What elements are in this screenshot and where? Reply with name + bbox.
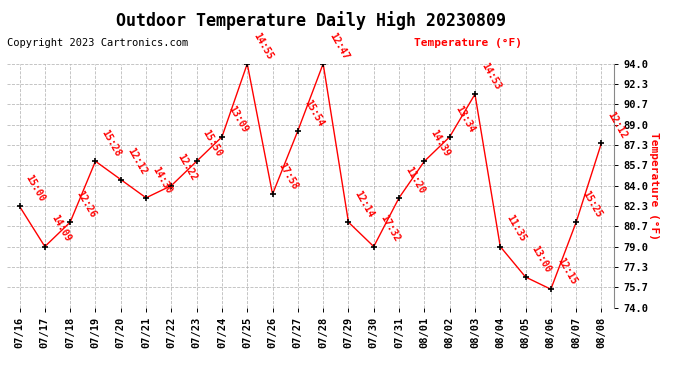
Text: 13:00: 13:00 bbox=[530, 244, 553, 274]
Text: 12:12: 12:12 bbox=[125, 146, 148, 177]
Text: 13:34: 13:34 bbox=[454, 104, 477, 134]
Text: 17:58: 17:58 bbox=[277, 161, 300, 191]
Text: 12:14: 12:14 bbox=[353, 189, 376, 219]
Text: 11:20: 11:20 bbox=[403, 165, 426, 195]
Text: 15:00: 15:00 bbox=[23, 173, 47, 204]
Text: 15:54: 15:54 bbox=[302, 98, 326, 128]
Text: 14:55: 14:55 bbox=[251, 30, 275, 61]
Text: Temperature (°F): Temperature (°F) bbox=[414, 38, 522, 48]
Text: Outdoor Temperature Daily High 20230809: Outdoor Temperature Daily High 20230809 bbox=[115, 11, 506, 30]
Text: 17:32: 17:32 bbox=[378, 213, 402, 244]
Text: 13:09: 13:09 bbox=[226, 104, 250, 134]
Text: 11:35: 11:35 bbox=[504, 213, 528, 244]
Text: Copyright 2023 Cartronics.com: Copyright 2023 Cartronics.com bbox=[7, 38, 188, 48]
Text: 14:53: 14:53 bbox=[479, 61, 502, 92]
Text: 12:12: 12:12 bbox=[606, 110, 629, 140]
Text: 14:09: 14:09 bbox=[49, 213, 72, 244]
Text: 12:26: 12:26 bbox=[75, 189, 98, 219]
Text: 14:39: 14:39 bbox=[428, 128, 452, 159]
Text: 15:28: 15:28 bbox=[99, 128, 123, 159]
Text: 12:47: 12:47 bbox=[327, 30, 351, 61]
Text: 12:15: 12:15 bbox=[555, 256, 578, 286]
Y-axis label: Temperature (°F): Temperature (°F) bbox=[649, 132, 659, 240]
Text: 15:25: 15:25 bbox=[580, 189, 604, 219]
Text: 15:50: 15:50 bbox=[201, 128, 224, 159]
Text: 14:30: 14:30 bbox=[150, 165, 174, 195]
Text: 12:22: 12:22 bbox=[175, 152, 199, 183]
